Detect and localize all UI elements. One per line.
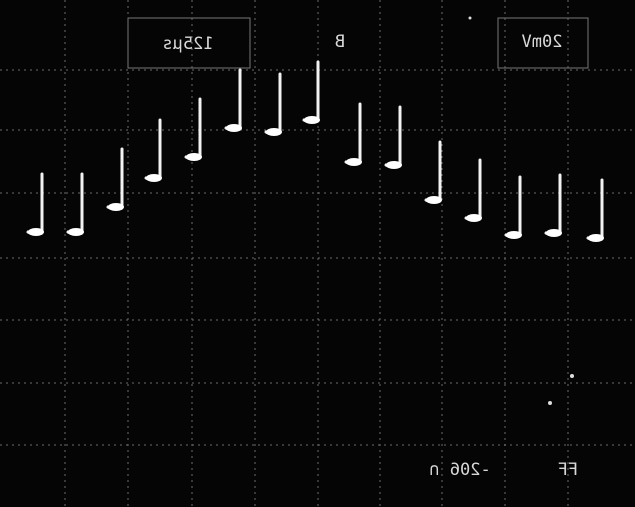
pulse-foot [386,161,402,169]
pulse-foot [466,214,482,222]
pulse-foot [68,228,84,236]
dot [469,17,472,20]
channel-label: B [335,32,345,52]
pulse-foot [226,124,242,132]
oscilloscope-screen: 125µs B 20mV -206 ∩ FF [0,0,635,507]
page: 125µs B 20mV -206 ∩ FF (() => { const da… [0,0,635,507]
dot [570,374,574,378]
pulse-foot [108,203,124,211]
pulse-foot [186,153,202,161]
pulse-foot [588,234,604,242]
pulse-foot [346,158,362,166]
pulse-foot [506,231,522,239]
pulse-foot [426,196,442,204]
dot [548,401,552,405]
readout-label: -206 ∩ [429,460,490,480]
scale-label: 20mV [522,32,563,52]
timebase-label: 125µs [162,34,213,54]
pulse-foot [266,128,282,136]
pulse-foot [146,174,162,182]
marker-label: FF [558,460,578,480]
pulse-foot [28,228,44,236]
pulse-foot [546,229,562,237]
pulse-foot [304,116,320,124]
